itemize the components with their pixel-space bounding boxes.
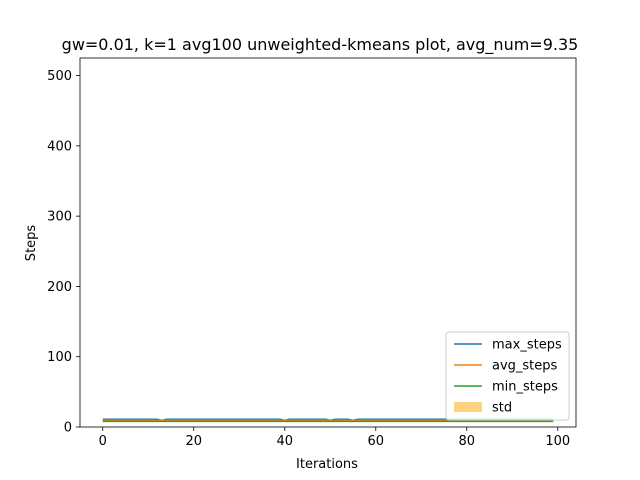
y-axis-label: Steps [24, 225, 39, 262]
legend-label-std: std [492, 401, 512, 416]
x-tick-label-60: 60 [368, 434, 385, 449]
legend-label-max_steps: max_steps [492, 338, 562, 353]
y-tick-label-500: 500 [47, 69, 72, 84]
legend-swatch-std [454, 402, 482, 412]
chart-title: gw=0.01, k=1 avg100 unweighted-kmeans pl… [62, 35, 579, 55]
y-tick-label-400: 400 [47, 139, 72, 154]
x-tick-label-100: 100 [545, 434, 570, 449]
y-tick-label-300: 300 [47, 210, 72, 225]
y-tick-label-0: 0 [64, 421, 72, 436]
x-tick-label-80: 80 [459, 434, 476, 449]
y-tick-label-100: 100 [47, 350, 72, 365]
x-tick-label-40: 40 [276, 434, 293, 449]
y-tick-label-200: 200 [47, 280, 72, 295]
legend-label-avg_steps: avg_steps [492, 359, 558, 374]
axes-frame [79, 57, 577, 428]
legend-box [445, 331, 570, 421]
x-tick-label-0: 0 [99, 434, 107, 449]
x-tick-label-20: 20 [185, 434, 202, 449]
x-axis-label: Iterations [296, 457, 358, 472]
legend-label-min_steps: min_steps [492, 380, 558, 395]
